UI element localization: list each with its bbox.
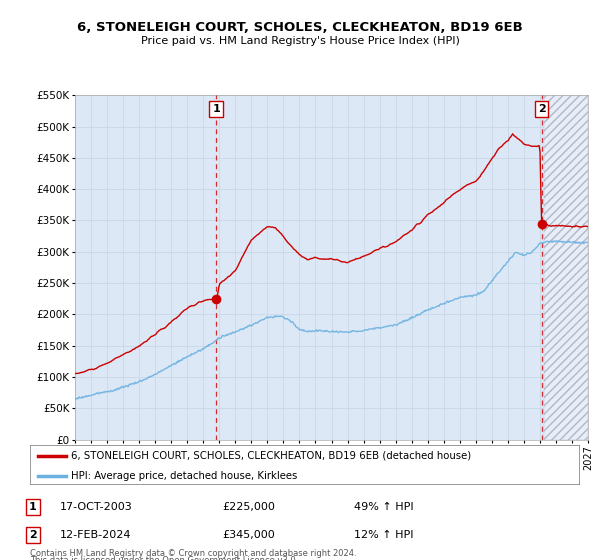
Text: 1: 1 [29,502,37,512]
Text: 17-OCT-2003: 17-OCT-2003 [60,502,133,512]
Text: 12% ↑ HPI: 12% ↑ HPI [354,530,413,540]
Text: 12-FEB-2024: 12-FEB-2024 [60,530,131,540]
Text: Price paid vs. HM Land Registry's House Price Index (HPI): Price paid vs. HM Land Registry's House … [140,36,460,46]
Text: This data is licensed under the Open Government Licence v3.0.: This data is licensed under the Open Gov… [30,556,298,560]
Text: Contains HM Land Registry data © Crown copyright and database right 2024.: Contains HM Land Registry data © Crown c… [30,549,356,558]
Text: 49% ↑ HPI: 49% ↑ HPI [354,502,413,512]
Text: 1: 1 [212,104,220,114]
Text: £345,000: £345,000 [222,530,275,540]
Text: HPI: Average price, detached house, Kirklees: HPI: Average price, detached house, Kirk… [71,471,298,481]
Text: £225,000: £225,000 [222,502,275,512]
Bar [544,95,588,440]
Text: 6, STONELEIGH COURT, SCHOLES, CLECKHEATON, BD19 6EB: 6, STONELEIGH COURT, SCHOLES, CLECKHEATO… [77,21,523,34]
Text: 6, STONELEIGH COURT, SCHOLES, CLECKHEATON, BD19 6EB (detached house): 6, STONELEIGH COURT, SCHOLES, CLECKHEATO… [71,451,472,461]
Text: 2: 2 [538,104,545,114]
Text: 2: 2 [29,530,37,540]
